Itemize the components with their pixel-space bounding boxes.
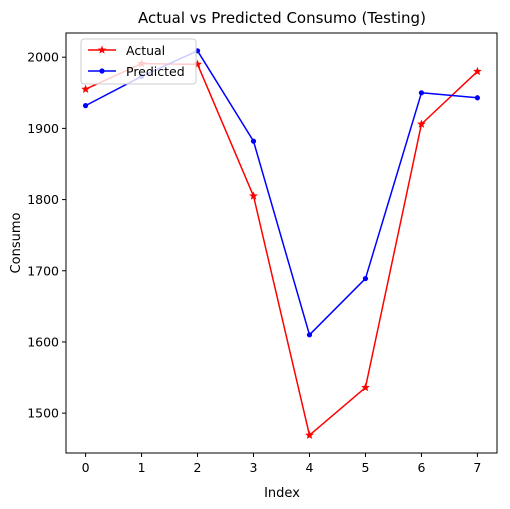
legend: Actual Predicted — [80, 38, 197, 85]
legend-marker-actual — [97, 45, 107, 54]
data-point-actual — [305, 430, 314, 439]
x-tick-label: 7 — [473, 460, 481, 475]
y-axis: 1500 1600 1700 1800 1900 2000 — [27, 50, 66, 421]
y-tick-label: 1500 — [27, 406, 59, 421]
legend-label-actual: Actual — [126, 43, 165, 58]
data-point-actual — [417, 119, 426, 128]
chart-title: Actual vs Predicted Consumo (Testing) — [138, 9, 426, 27]
data-point-predicted — [362, 275, 369, 282]
y-axis-label: Consumo — [9, 213, 24, 274]
data-point-predicted — [306, 332, 313, 338]
x-axis: 0 1 2 3 4 5 6 7 — [82, 453, 481, 475]
x-axis-label: Index — [264, 486, 300, 501]
x-tick-label: 4 — [306, 460, 314, 475]
data-point-predicted — [82, 103, 89, 109]
y-tick-label: 1600 — [27, 334, 59, 349]
x-tick-label: 6 — [417, 460, 425, 475]
y-tick-label: 1900 — [27, 121, 59, 136]
legend-marker-predicted — [99, 68, 105, 74]
legend-item-actual: Actual — [88, 43, 165, 58]
legend-label-predicted: Predicted — [126, 64, 185, 79]
data-point-actual — [361, 382, 370, 392]
x-tick-label: 5 — [361, 460, 369, 475]
x-tick-label: 0 — [82, 460, 90, 475]
y-tick-label: 2000 — [27, 50, 59, 65]
data-point-actual — [81, 84, 90, 93]
data-point-actual — [473, 66, 482, 76]
data-point-predicted — [250, 138, 257, 144]
plot-series-layer — [81, 48, 482, 439]
x-tick-label: 1 — [138, 460, 146, 475]
legend-item-predicted: Predicted — [88, 64, 185, 79]
data-point-actual — [193, 59, 202, 69]
series-line-actual — [85, 62, 478, 436]
y-tick-label: 1700 — [27, 263, 59, 278]
series-line-predicted — [85, 50, 478, 336]
y-tick-label: 1800 — [27, 192, 59, 207]
plot-frame — [65, 32, 498, 454]
data-point-predicted — [418, 90, 425, 96]
data-point-predicted — [474, 95, 481, 101]
data-point-actual — [249, 191, 258, 200]
x-tick-label: 3 — [250, 460, 258, 475]
x-tick-label: 2 — [194, 460, 202, 475]
